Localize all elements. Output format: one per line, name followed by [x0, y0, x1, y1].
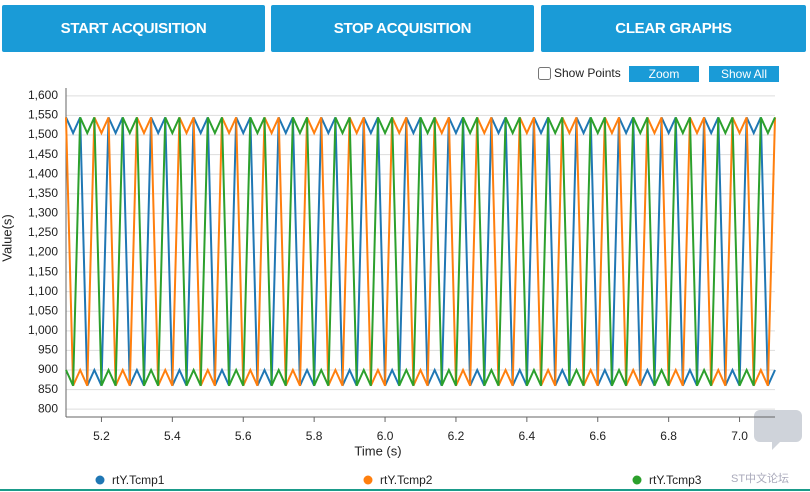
y-tick-label: 1,050: [28, 303, 58, 317]
y-tick-label: 1,450: [28, 147, 58, 161]
series-line: [65, 116, 776, 387]
legend-label: rtY.Tcmp1: [112, 473, 165, 487]
y-tick-label: 950: [38, 343, 58, 357]
x-tick-label: 6.6: [589, 429, 606, 443]
y-tick-label: 900: [38, 362, 58, 376]
y-tick-label: 1,400: [28, 166, 58, 180]
x-tick-label: 5.8: [306, 429, 323, 443]
watermark-icon: [754, 410, 802, 450]
x-tick-label: 7.0: [731, 429, 748, 443]
watermark: ST中文论坛: [731, 473, 790, 485]
y-tick-label: 1,600: [28, 88, 58, 102]
legend-marker: [363, 475, 373, 485]
y-tick-label: 1,500: [28, 127, 58, 141]
x-tick-label: 6.0: [377, 429, 394, 443]
stop-button[interactable]: STOP ACQUISITION: [271, 5, 534, 52]
y-tick-label: 1,100: [28, 284, 58, 298]
legend-marker: [632, 475, 642, 485]
show-all-button[interactable]: Show All: [709, 66, 779, 82]
x-tick-label: 6.2: [448, 429, 465, 443]
y-tick-label: 1,200: [28, 245, 58, 259]
y-tick-label: 1,300: [28, 206, 58, 220]
y-tick-label: 1,550: [28, 108, 58, 122]
x-tick-label: 5.6: [235, 429, 252, 443]
y-axis-label: Value(s): [0, 214, 14, 261]
legend-label: rtY.Tcmp2: [380, 473, 433, 487]
series-line: [65, 116, 776, 387]
show-points-label: Show Points: [554, 66, 621, 80]
checkbox[interactable]: [538, 66, 551, 80]
x-axis-label: Time (s): [354, 443, 401, 458]
legend-label: rtY.Tcmp3: [649, 473, 702, 487]
zoom-button[interactable]: Zoom: [629, 66, 699, 82]
clear-button[interactable]: CLEAR GRAPHS: [541, 5, 806, 52]
y-tick-label: 1,000: [28, 323, 58, 337]
x-tick-label: 5.2: [93, 429, 110, 443]
start-button[interactable]: START ACQUISITION: [2, 5, 265, 52]
show-points[interactable]: Show Points: [538, 66, 621, 80]
x-tick-label: 5.4: [164, 429, 181, 443]
y-tick-label: 1,350: [28, 186, 58, 200]
y-tick-label: 850: [38, 382, 58, 396]
y-tick-label: 800: [38, 401, 58, 415]
x-tick-label: 6.8: [660, 429, 677, 443]
y-tick-label: 1,250: [28, 225, 58, 239]
legend-marker: [95, 475, 105, 485]
y-tick-label: 1,150: [28, 264, 58, 278]
series-line: [65, 116, 776, 387]
x-tick-label: 6.4: [519, 429, 536, 443]
